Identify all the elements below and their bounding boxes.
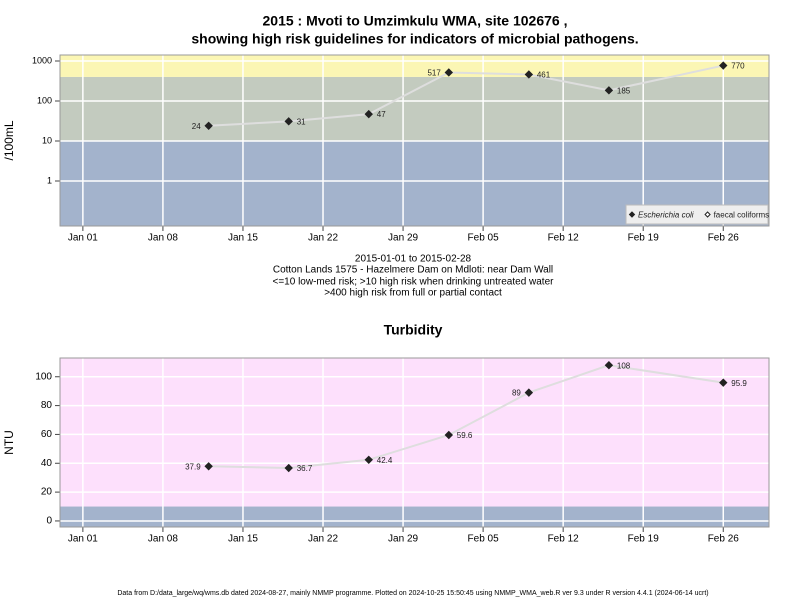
legend-label: Escherichia coli (638, 211, 694, 220)
y-tick-label: 100 (37, 95, 52, 105)
data-point (719, 61, 728, 70)
value-label: 47 (377, 110, 386, 119)
legend-box (625, 204, 769, 225)
value-label: 108 (617, 361, 631, 370)
data-point (444, 430, 454, 440)
x-tick-label: Feb 26 (708, 233, 740, 244)
data-point (524, 70, 534, 79)
data-point (604, 86, 614, 95)
value-label: 517 (427, 69, 441, 78)
x-tick-label: Jan 08 (148, 233, 178, 244)
x-tick-label: Jan 08 (148, 534, 178, 545)
x-tick-label: Feb 19 (628, 534, 660, 545)
risk-band (60, 506, 769, 527)
value-label: 42.4 (377, 456, 393, 465)
data-point (719, 378, 728, 387)
y-tick-label: 10 (42, 135, 52, 145)
data-point (284, 463, 293, 473)
value-label: 36.7 (297, 464, 313, 473)
y-tick-label: 40 (41, 458, 53, 469)
chart-title: Turbidity (384, 322, 443, 338)
legend-marker (628, 211, 636, 218)
y-tick-label: 100 (35, 371, 52, 382)
chart-title: 2015 : Mvoti to Umzimkulu WMA, site 1026… (263, 13, 568, 29)
value-label: 770 (731, 62, 745, 71)
y-tick-label: 0 (46, 516, 52, 527)
value-label: 461 (537, 71, 551, 80)
y-tick-label: 60 (41, 429, 53, 440)
data-point (524, 388, 534, 397)
x-tick-label: Feb 05 (468, 233, 500, 244)
value-label: 24 (192, 122, 201, 131)
x-tick-label: Jan 29 (388, 534, 418, 545)
y-tick-label: 1 (47, 175, 52, 185)
note: <=10 low-med risk; >10 high risk when dr… (273, 277, 555, 288)
note: Cotton Lands 1575 - Hazelmere Dam on Mdl… (273, 265, 553, 276)
value-label: 89 (512, 389, 521, 398)
x-tick-label: Feb 12 (548, 233, 580, 244)
legend-marker (704, 211, 711, 218)
data-point (204, 462, 213, 471)
x-tick-label: Feb 05 (468, 534, 500, 545)
data-point (364, 455, 373, 465)
plot-frame (59, 357, 770, 528)
risk-band (60, 358, 769, 507)
x-tick-label: Jan 22 (308, 233, 338, 244)
y-axis-label: NTU (2, 430, 16, 455)
value-label: 37.9 (185, 462, 201, 471)
y-tick-label: 20 (41, 487, 53, 498)
risk-band (60, 55, 769, 77)
note: 2015-01-01 to 2015-02-28 (355, 254, 472, 265)
x-tick-label: Jan 29 (388, 233, 418, 244)
y-axis-label: /100mL (2, 120, 16, 160)
x-tick-label: Jan 01 (68, 233, 98, 244)
plot-frame (59, 54, 770, 227)
data-point (444, 68, 454, 77)
data-point (604, 361, 614, 370)
x-tick-label: Feb 19 (628, 233, 660, 244)
chart-title: showing high risk guidelines for indicat… (191, 31, 638, 47)
x-tick-label: Feb 26 (708, 534, 740, 545)
footer: Data from D:/data_large/wq/wms.db dated … (117, 590, 708, 597)
x-tick-label: Feb 12 (548, 534, 580, 545)
value-label: 31 (297, 117, 306, 126)
x-tick-label: Jan 22 (308, 534, 338, 545)
risk-band (60, 76, 769, 142)
data-point (364, 109, 373, 119)
data-point (204, 121, 213, 131)
value-label: 59.6 (457, 431, 473, 440)
x-tick-label: Jan 15 (228, 534, 258, 545)
data-point (284, 117, 293, 126)
value-label: 95.9 (731, 379, 747, 388)
note: >400 high risk from full or partial cont… (324, 288, 502, 299)
y-tick-label: 80 (41, 400, 53, 411)
x-tick-label: Jan 01 (68, 534, 98, 545)
x-tick-label: Jan 15 (228, 233, 258, 244)
value-label: 185 (617, 86, 631, 95)
y-tick-label: 1000 (32, 55, 52, 65)
legend-label: faecal coliforms (714, 211, 770, 220)
